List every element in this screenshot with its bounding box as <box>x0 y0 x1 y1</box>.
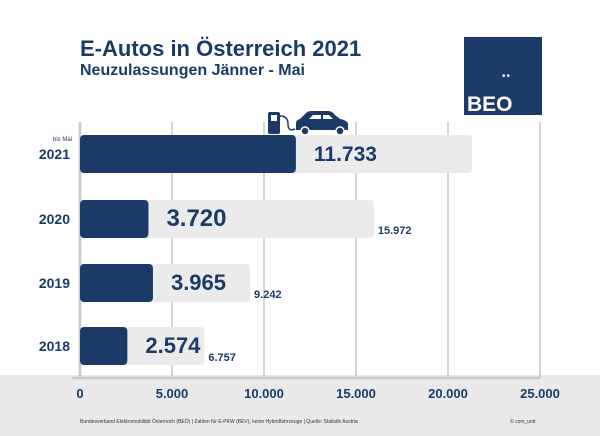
full-year-bar <box>80 200 374 238</box>
full-year-value-label: 9.242 <box>254 289 282 301</box>
charging-car-icon <box>268 111 348 136</box>
ytd-bar <box>80 200 149 238</box>
category-label: 2021 <box>39 146 70 162</box>
ytd-value-label: 2.574 <box>145 333 201 358</box>
chart-subtitle: Neuzulassungen Jänner - Mai <box>80 62 305 79</box>
x-tick-label: 10.000 <box>244 386 284 401</box>
footer-band <box>0 375 600 436</box>
beo-logo: •• BEO <box>464 37 542 116</box>
full-year-value-label: 6.757 <box>208 352 236 364</box>
ytd-value-label: 11.733 <box>314 143 377 166</box>
ytd-value-label: 3.965 <box>171 270 226 295</box>
footer-source: Bundesverband Elektromobilität Österreic… <box>80 419 358 425</box>
category-label: 2020 <box>39 211 70 227</box>
ytd-bar <box>80 264 153 302</box>
category-note: bis Mai <box>53 137 72 143</box>
x-tick-label: 15.000 <box>336 386 376 401</box>
x-tick-label: 0 <box>76 386 83 401</box>
x-tick-label: 20.000 <box>428 386 468 401</box>
chart-title: E-Autos in Österreich 2021 <box>80 36 362 61</box>
footer-credit: © com_unit <box>510 419 536 425</box>
ytd-value-label: 3.720 <box>166 205 226 232</box>
logo-text: BEO <box>467 93 513 116</box>
logo-dots: •• <box>502 71 512 82</box>
category-label: 2018 <box>39 338 70 354</box>
full-year-value-label: 15.972 <box>378 225 412 237</box>
ytd-bar <box>80 135 296 173</box>
x-tick-label: 25.000 <box>520 386 560 401</box>
x-tick-label: 5.000 <box>156 386 189 401</box>
ytd-bar <box>80 327 128 365</box>
category-label: 2019 <box>39 275 70 291</box>
